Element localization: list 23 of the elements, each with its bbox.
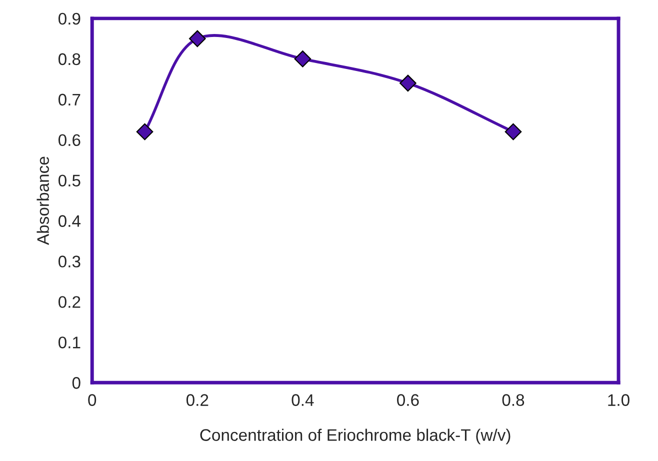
- x-tick-label: 0: [88, 394, 96, 406]
- point: [294, 50, 312, 68]
- point: [504, 123, 522, 140]
- point: [188, 30, 206, 48]
- y-tick-label: 0: [72, 377, 80, 389]
- x-tick-label: 0.8: [502, 394, 524, 406]
- y-tick-label: 0.8: [58, 53, 80, 66]
- y-tick-label: 0.7: [58, 94, 80, 106]
- y-tick-label: 0.1: [58, 336, 80, 348]
- y-tick-label: 0.3: [58, 256, 80, 268]
- x-tick-label: 0.6: [397, 394, 419, 406]
- y-tick-label: 0.4: [58, 215, 81, 227]
- x-axis-title: Concentration of Eriochrome black-T (w/v): [200, 428, 510, 444]
- x-tick-label: 0.4: [292, 394, 314, 406]
- point: [136, 123, 154, 140]
- y-axis-title: Absorbance: [36, 156, 49, 245]
- y-tick-label: 0.6: [58, 134, 80, 146]
- point: [400, 74, 416, 92]
- x-tick-label: 1.0: [608, 394, 630, 406]
- y-tick-label: 0.9: [58, 12, 80, 25]
- y-tick-label: 0.2: [58, 296, 80, 308]
- x-tick-label: 0.2: [186, 394, 208, 406]
- y-tick-label: 0.5: [58, 174, 80, 187]
